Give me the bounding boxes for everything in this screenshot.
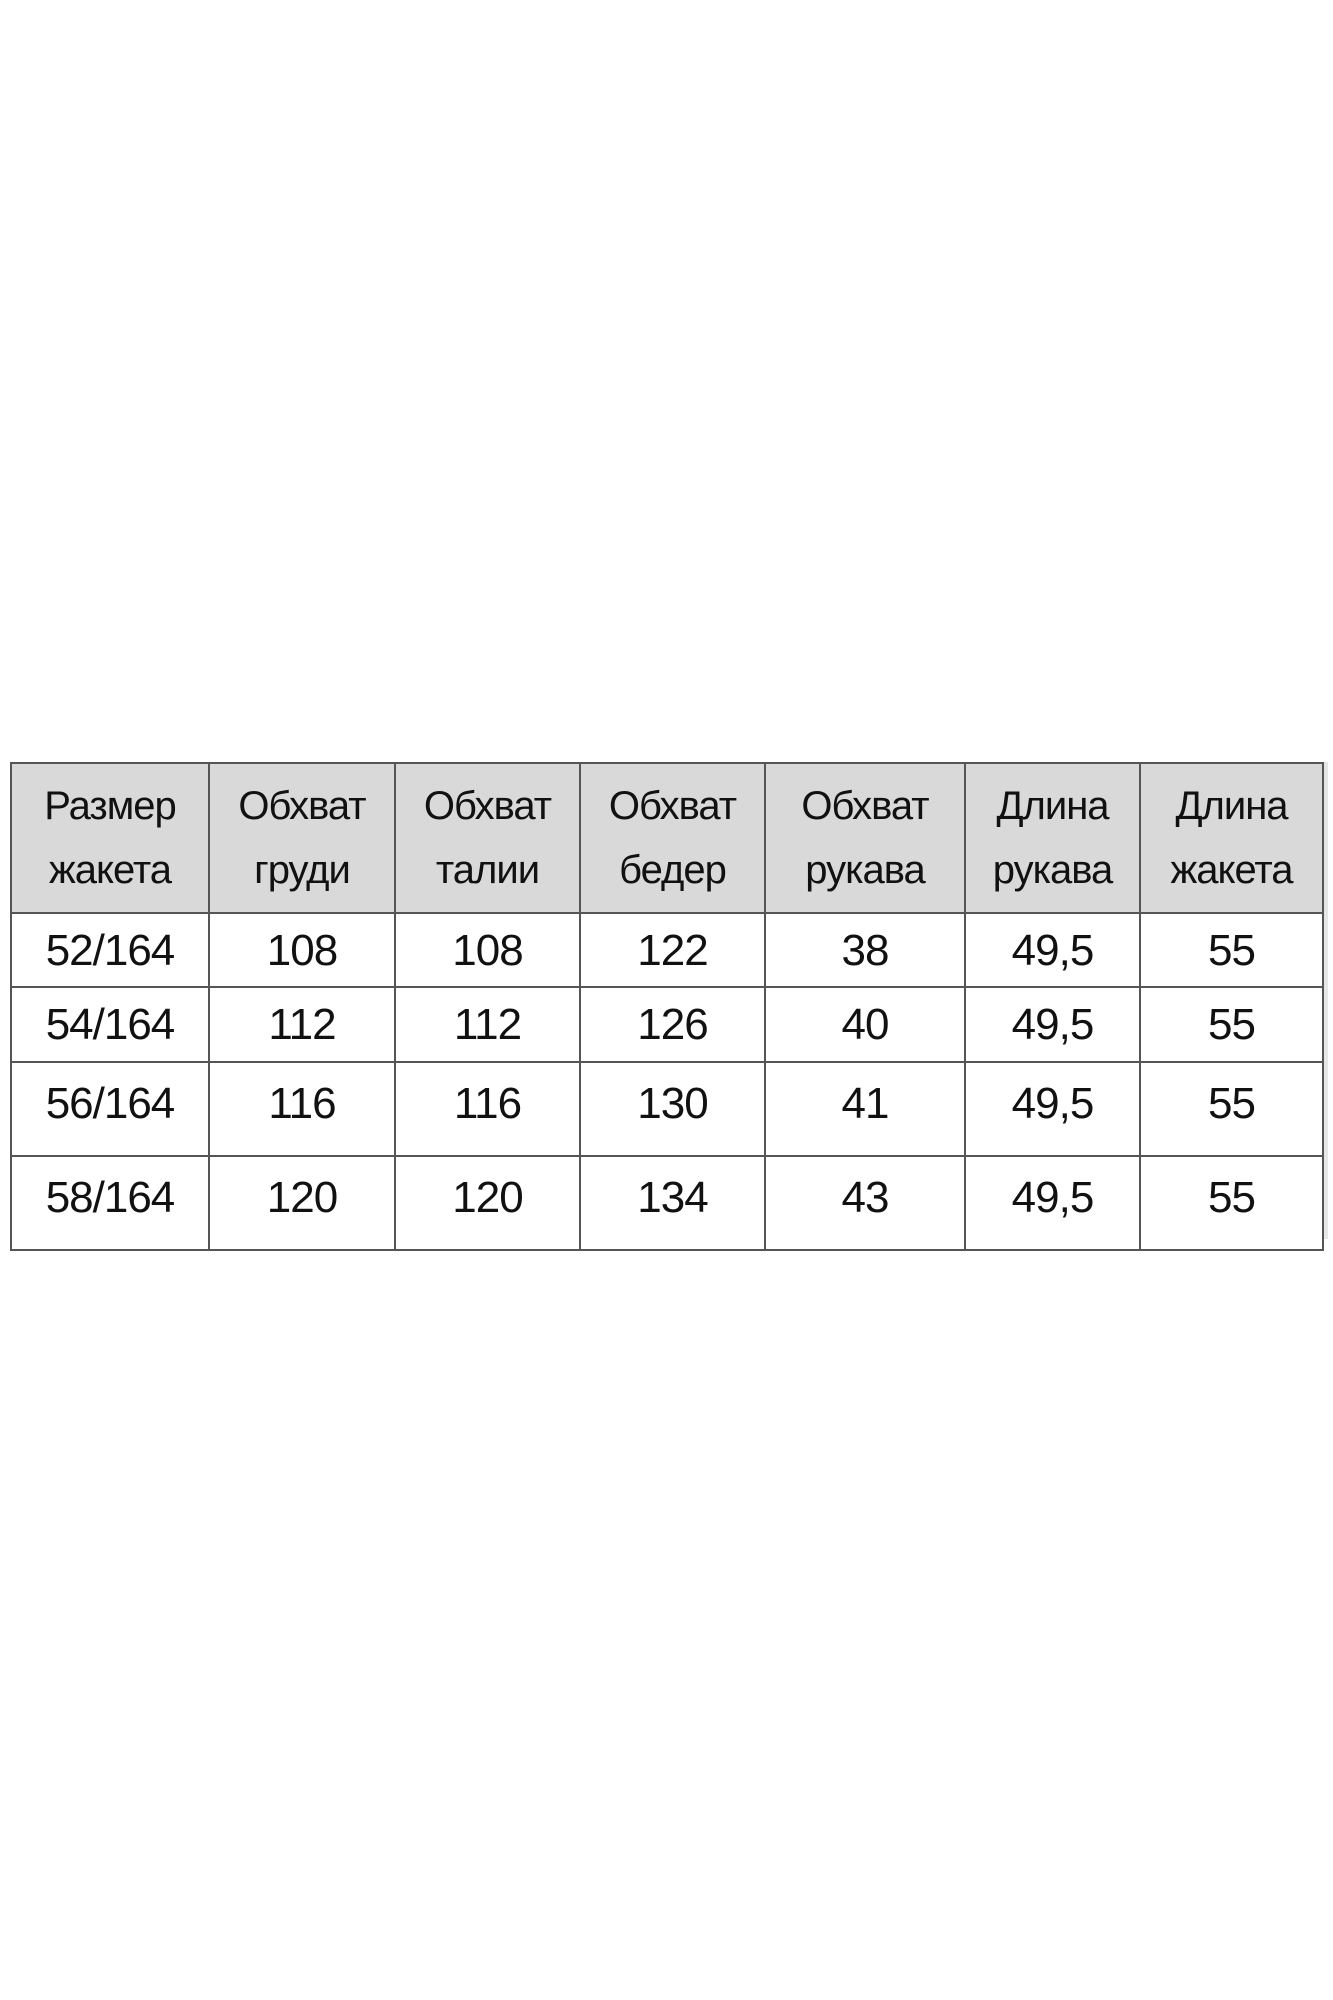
column-header: Длина рукава xyxy=(964,762,1141,914)
table-edge-shadow xyxy=(1322,762,1328,1239)
measurement-cell: 116 xyxy=(208,1061,396,1157)
column-header-line: бедер xyxy=(619,848,727,892)
measurement-cell: 49,5 xyxy=(964,1061,1141,1157)
column-header: Длина жакета xyxy=(1139,762,1324,914)
column-header-line: Обхват xyxy=(801,784,929,828)
header-row: Размер жакета Обхват груди Обхват талии Обхват… xyxy=(10,762,1324,914)
column-header-line: рукава xyxy=(992,848,1113,892)
column-header-line: Обхват xyxy=(423,784,552,828)
column-header-line: Размер xyxy=(44,784,176,828)
column-header-line: талии xyxy=(435,848,540,892)
measurement-cell: 55 xyxy=(1139,1061,1324,1157)
measurement-cell: 130 xyxy=(579,1061,766,1157)
measurement-cell: 40 xyxy=(764,986,966,1063)
measurement-cell: 55 xyxy=(1139,986,1324,1063)
measurement-cell: 134 xyxy=(579,1155,766,1251)
measurement-cell: 55 xyxy=(1139,912,1324,988)
table-row: 52/164 108 108 122 38 49,5 55 xyxy=(10,912,1324,988)
measurement-cell: 112 xyxy=(394,986,581,1063)
size-cell: 52/164 xyxy=(10,912,210,988)
column-header-line: Длина xyxy=(1175,784,1288,828)
measurement-cell: 126 xyxy=(579,986,766,1063)
measurement-cell: 41 xyxy=(764,1061,966,1157)
size-cell: 56/164 xyxy=(10,1061,210,1157)
column-header: Обхват груди xyxy=(208,762,396,914)
column-header-line: Обхват xyxy=(608,784,737,828)
size-cell: 58/164 xyxy=(10,1155,210,1251)
measurement-cell: 38 xyxy=(764,912,966,988)
column-header-line: жакета xyxy=(1170,848,1294,892)
column-header-line: груди xyxy=(254,848,351,892)
measurement-cell: 112 xyxy=(208,986,396,1063)
measurement-cell: 43 xyxy=(764,1155,966,1251)
measurement-cell: 116 xyxy=(394,1061,581,1157)
column-header-line: жакета xyxy=(49,848,172,892)
size-cell: 54/164 xyxy=(10,986,210,1063)
table-row: 54/164 112 112 126 40 49,5 55 xyxy=(10,986,1324,1063)
column-header-line: Обхват xyxy=(238,784,366,828)
table-row: 56/164 116 116 130 41 49,5 55 xyxy=(10,1061,1324,1157)
column-header-line: рукава xyxy=(805,848,925,892)
column-header-line: Длина xyxy=(996,784,1109,828)
measurement-cell: 49,5 xyxy=(964,912,1141,988)
measurement-cell: 49,5 xyxy=(964,986,1141,1063)
measurement-cell: 55 xyxy=(1139,1155,1324,1251)
measurement-cell: 108 xyxy=(394,912,581,988)
column-header: Обхват бедер xyxy=(579,762,766,914)
measurement-cell: 120 xyxy=(394,1155,581,1251)
table-row: 58/164 120 120 134 43 49,5 55 xyxy=(10,1155,1324,1251)
measurement-cell: 120 xyxy=(208,1155,396,1251)
measurement-cell: 108 xyxy=(208,912,396,988)
size-chart-table: Размер жакета Обхват груди Обхват талии Обхват… xyxy=(10,762,1324,1251)
measurement-cell: 49,5 xyxy=(964,1155,1141,1251)
column-header: Обхват талии xyxy=(394,762,581,914)
column-header: Обхват рукава xyxy=(764,762,966,914)
measurement-cell: 122 xyxy=(579,912,766,988)
column-header: Размер жакета xyxy=(10,762,210,914)
